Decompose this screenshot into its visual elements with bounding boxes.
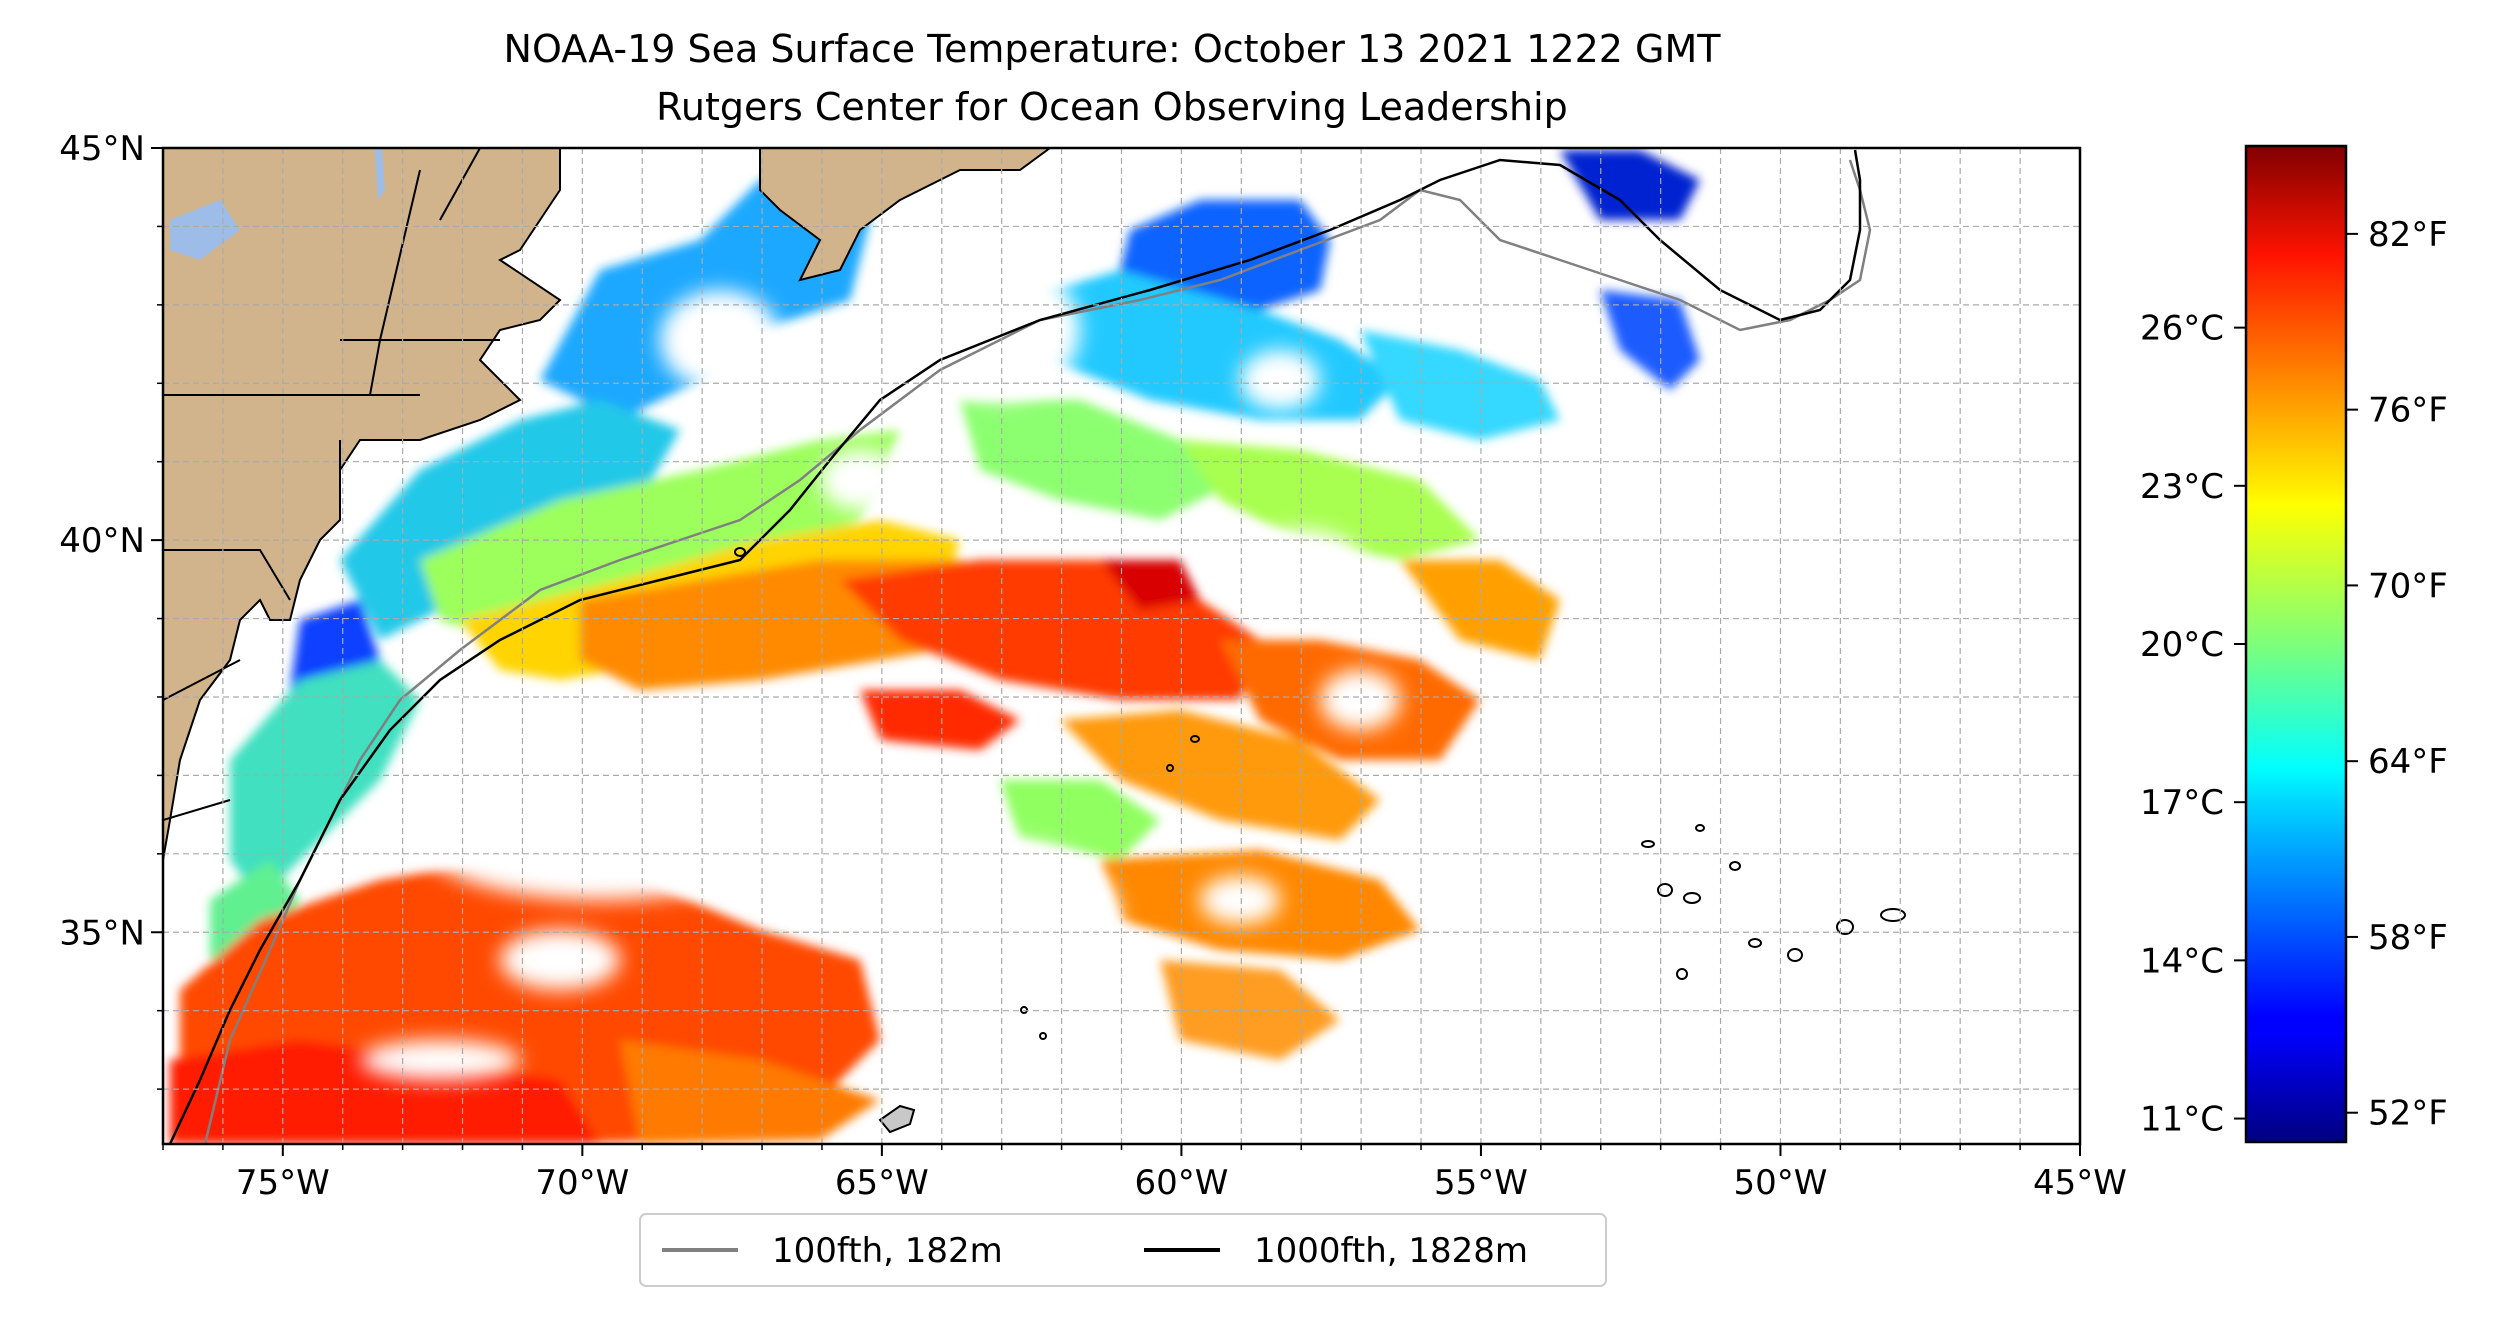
seamount-2	[1695, 824, 1705, 832]
cloud-gap-5	[640, 720, 880, 800]
sst-patch-nj-shelf	[340, 400, 680, 640]
sst-patch-southeast-orange	[1060, 710, 1380, 840]
legend-label-1000fth: 1000fth, 1828m	[1254, 1231, 1528, 1271]
border-6	[163, 549, 291, 601]
cloud-gap-11	[1320, 670, 1400, 730]
sst-patch-mid-green	[1000, 780, 1160, 860]
lakes	[170, 148, 385, 260]
border-7	[163, 659, 241, 701]
seamount-15	[1166, 764, 1174, 772]
cloud-gap-6	[420, 780, 780, 900]
axis-ticks: 75°W 70°W 65°W 60°W 55°W 50°W 45°W 45°N 40°N 35°N	[59, 129, 2127, 1203]
sst-patch-south-orange-edge	[620, 1040, 880, 1144]
lake-2	[375, 148, 385, 200]
x-tick-label: 45°W	[2033, 1163, 2127, 1203]
legend-box	[639, 1213, 1607, 1287]
seamount-7	[1787, 948, 1803, 962]
seamount-9	[1880, 908, 1906, 922]
colorbar-f-label: 70°F	[2368, 566, 2448, 606]
sst-patch-grand-banks	[1560, 150, 1700, 220]
colorbar-f-label: 64°F	[2368, 742, 2448, 782]
colorbar-ticks: 82°F 76°F 70°F 64°F 58°F 52°F 26°C 23°C 20°C 17°C…	[2140, 215, 2448, 1140]
legend: 100fth, 182m 1000fth, 1828m	[639, 1213, 1607, 1287]
colorbar-f-label: 76°F	[2368, 391, 2448, 431]
colorbar-c-label: 17°C	[2140, 783, 2224, 823]
y-tick-label: 40°N	[59, 521, 145, 561]
seamount-8	[1836, 919, 1854, 935]
colorbar-c-label: 14°C	[2140, 941, 2224, 981]
map-area[interactable]: 75°W 70°W 65°W 60°W 55°W 50°W 45°W 45°N 40°N 35°N	[59, 129, 2127, 1203]
x-tick-label: 75°W	[236, 1163, 330, 1203]
seamount-13	[734, 547, 746, 557]
x-tick-label: 65°W	[835, 1163, 929, 1203]
sst-patch-central-green	[1180, 440, 1480, 560]
colorbar-c-label: 26°C	[2140, 309, 2224, 349]
seamount-14	[1190, 735, 1200, 743]
colorbar: 82°F 76°F 70°F 64°F 58°F 52°F 26°C 23°C 20°C 17°C…	[2140, 144, 2448, 1144]
y-tick-label: 35°N	[59, 913, 145, 953]
sst-patch-sargasso-south	[1160, 960, 1340, 1060]
colorbar-f-label: 58°F	[2368, 918, 2448, 958]
border-8	[163, 799, 231, 821]
sst-patch-southwest-red	[170, 1040, 600, 1144]
cloud-gap-3	[1240, 350, 1320, 410]
seamount-6	[1748, 938, 1762, 948]
cloud-gap-2	[920, 260, 1080, 400]
seamount-11	[1020, 1006, 1028, 1014]
legend-label-100fth: 100fth, 182m	[772, 1231, 1003, 1271]
sst-field	[163, 148, 1906, 1144]
colorbar-f-label: 82°F	[2368, 215, 2448, 255]
border-4	[439, 148, 481, 221]
colorbar-gradient	[2244, 144, 2348, 1144]
colorbar-f-label: 52°F	[2368, 1094, 2448, 1134]
cloud-gap-8	[360, 1040, 520, 1080]
us-east-coast-land	[163, 148, 562, 861]
state-borders	[163, 148, 500, 821]
seamount-1	[1641, 840, 1655, 848]
cloud-gap-9	[500, 930, 620, 990]
land	[163, 148, 1052, 861]
sst-patch-east-shelf	[1360, 330, 1560, 440]
sst-patch-east-orange	[1400, 560, 1560, 660]
colorbar-c-label: 23°C	[2140, 467, 2224, 507]
x-tick-label: 50°W	[1734, 1163, 1828, 1203]
canada-maritimes-land	[759, 148, 1052, 282]
seamount-12	[1039, 1032, 1047, 1040]
lake-1	[170, 200, 240, 260]
border-5	[379, 169, 421, 341]
colorbar-c-label: 20°C	[2140, 625, 2224, 665]
colorbar-c-label: 11°C	[2140, 1100, 2224, 1140]
x-tick-label: 55°W	[1434, 1163, 1528, 1203]
cloud-gap-4	[1240, 530, 1360, 590]
cloud-gap-12	[820, 450, 900, 510]
sst-patch-slope-green-east	[960, 400, 1220, 520]
x-tick-label: 60°W	[1134, 1163, 1228, 1203]
seamount-4	[1657, 883, 1673, 897]
sst-patch-va-shelf	[230, 660, 420, 900]
x-tick-label: 70°W	[535, 1163, 629, 1203]
contour-100fth	[203, 159, 1872, 1144]
cloud-gap-1	[660, 290, 780, 390]
cloud-gaps	[360, 260, 1400, 1080]
seamount-5	[1683, 892, 1701, 904]
border-3	[369, 339, 381, 396]
map-title-line1: NOAA-19 Sea Surface Temperature: October…	[504, 27, 1722, 71]
sst-patch-slope-green	[420, 430, 900, 640]
map-title-line2: Rutgers Center for Ocean Observing Leade…	[656, 85, 1568, 129]
cloud-gap-10	[1200, 876, 1280, 924]
seamounts	[734, 547, 1906, 1040]
sst-patch-nc-shelf	[210, 860, 300, 960]
sst-patch-warm-ring	[860, 690, 1020, 750]
cloud-gap-7	[880, 840, 1120, 1000]
seamount-10	[1676, 968, 1688, 980]
bermuda-outline	[878, 1104, 916, 1134]
sst-patch-ne-blue	[1600, 290, 1700, 390]
contour-1000fth	[168, 149, 1862, 1144]
y-tick-label: 45°N	[59, 129, 145, 169]
sst-patch-gulf-stream-darkred	[1100, 560, 1200, 610]
seamount-3	[1729, 861, 1741, 871]
